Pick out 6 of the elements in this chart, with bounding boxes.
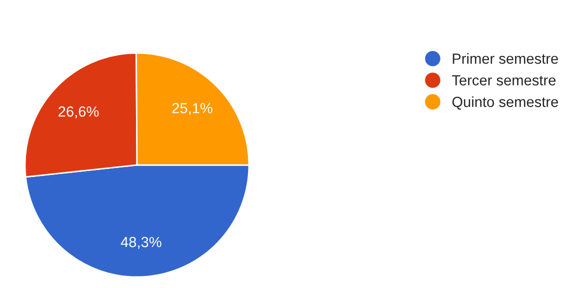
legend-label: Primer semestre [452, 53, 558, 64]
data-label: 26,6% [58, 106, 99, 118]
data-label: 25,1% [172, 102, 212, 116]
data-label: 48,3% [120, 236, 162, 249]
legend-label: Tercer semestre [452, 75, 556, 86]
legend-label: Quinto semestre [452, 96, 558, 110]
